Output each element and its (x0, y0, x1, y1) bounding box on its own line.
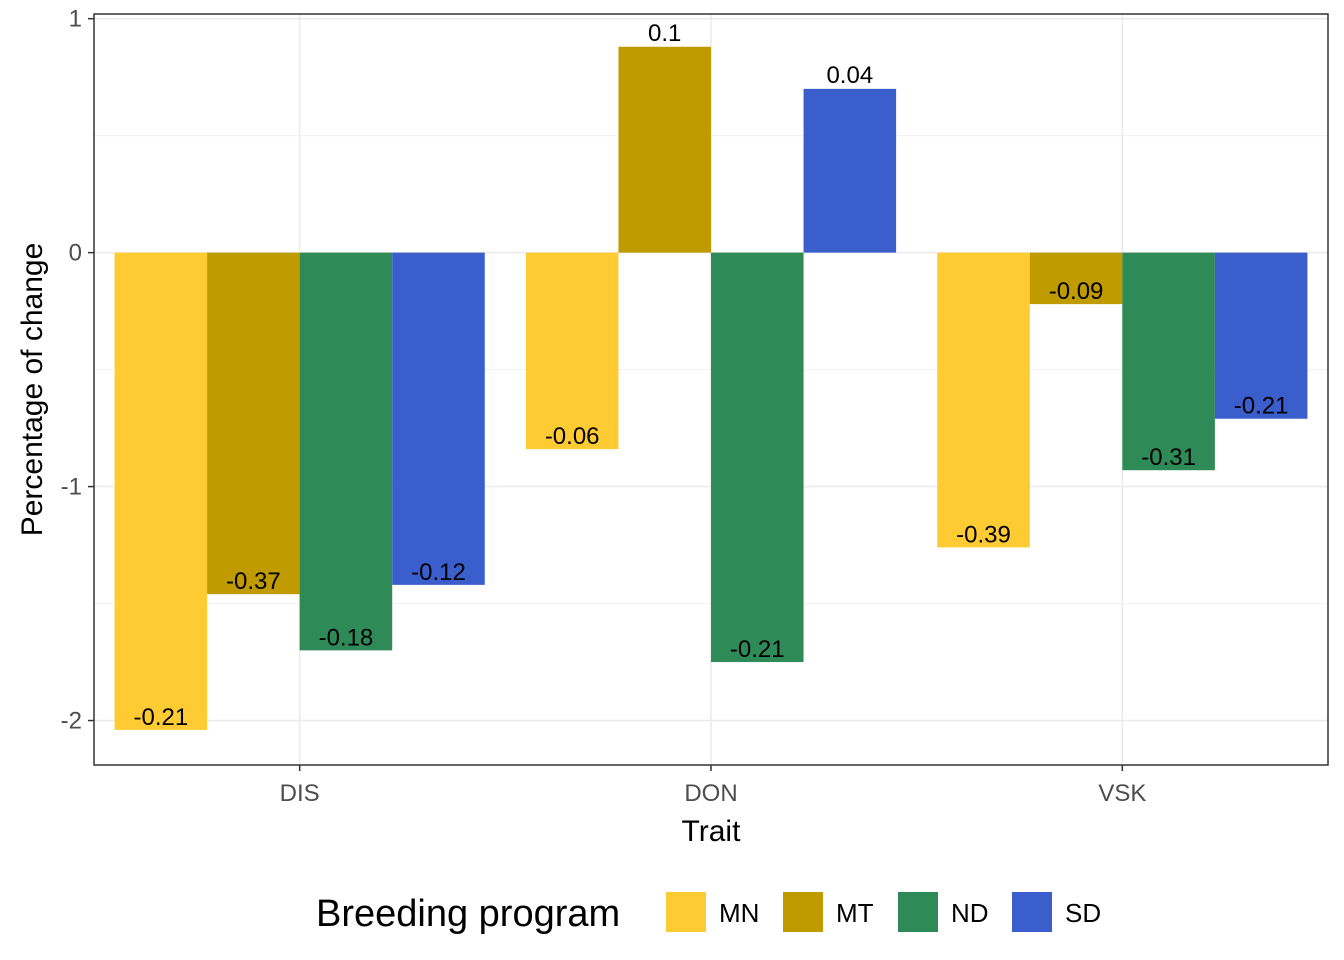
x-tick-label: DIS (280, 780, 320, 807)
legend: Breeding program MN MT ND SD (316, 892, 1101, 935)
bar-label-vsk-sd: -0.21 (1234, 393, 1289, 420)
legend-label-sd: SD (1065, 898, 1101, 928)
bar-vsk-mn (937, 252, 1030, 548)
bar-label-don-sd: 0.04 (826, 62, 873, 89)
legend-title: Breeding program (316, 893, 620, 935)
bar-label-vsk-mt: -0.09 (1049, 278, 1104, 305)
x-tick-label: DON (684, 780, 737, 807)
y-axis-title: Percentage of change (16, 243, 49, 537)
bar-label-dis-sd: -0.12 (411, 559, 466, 586)
bar-dis-sd (392, 252, 485, 585)
bar-label-vsk-nd: -0.31 (1141, 444, 1196, 471)
legend-label-mt: MT (836, 898, 874, 928)
legend-label-mn: MN (719, 898, 759, 928)
bar-label-dis-mn: -0.21 (133, 704, 188, 731)
bar-dis-mt (207, 252, 300, 595)
bar-vsk-nd (1122, 252, 1215, 471)
y-tick-label: -2 (61, 708, 82, 735)
bar-label-don-mt: 0.1 (648, 20, 681, 47)
bar-label-don-nd: -0.21 (730, 636, 785, 663)
y-tick-label: 1 (69, 6, 82, 33)
legend-key-mt (783, 892, 823, 932)
bar-don-nd (711, 252, 804, 663)
bar-label-vsk-mn: -0.39 (956, 521, 1011, 548)
legend-key-sd (1012, 892, 1052, 932)
bar-don-mt (618, 46, 711, 253)
bar-label-dis-nd: -0.18 (319, 624, 374, 651)
bar-dis-nd (299, 252, 393, 651)
legend-key-nd (898, 892, 938, 932)
bars: -0.21 -0.37 -0.18 -0.12 -0.06 0.1 -0.21 0.04 -0.… (114, 20, 1308, 731)
bar-vsk-mt (1029, 252, 1123, 305)
legend-key-mn (666, 892, 706, 932)
x-axis-title: Trait (682, 815, 742, 848)
bar-label-don-mn: -0.06 (545, 423, 600, 450)
bar-don-mn (525, 252, 619, 450)
bar-label-dis-mt: -0.37 (226, 568, 281, 595)
axes: -2 -1 0 1 DIS DON VSK Trait Percentage of change (16, 6, 1146, 848)
legend-label-nd: ND (951, 898, 989, 928)
y-tick-label: 0 (69, 240, 82, 267)
bar-dis-mn (114, 252, 208, 730)
bar-don-sd (803, 88, 897, 253)
x-tick-label: VSK (1098, 780, 1146, 807)
bar-vsk-sd (1214, 252, 1308, 419)
y-tick-label: -1 (61, 474, 82, 501)
